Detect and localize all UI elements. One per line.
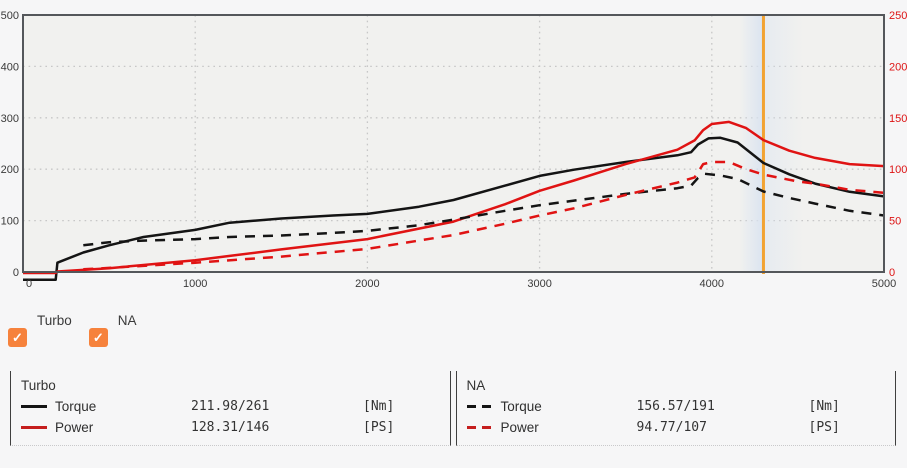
red-dashed-line-icon bbox=[466, 426, 497, 429]
legend-row-turbo-power: Power 128.31/146 [PS] bbox=[21, 417, 450, 438]
checkbox-turbo[interactable]: ✓ Turbo bbox=[8, 313, 72, 347]
series-na-torque bbox=[83, 172, 885, 247]
black-solid-line-icon bbox=[21, 405, 47, 408]
legend-unit: [PS] bbox=[808, 420, 840, 435]
x-tick-label: 5000 bbox=[872, 278, 896, 290]
series-na-power bbox=[83, 160, 885, 271]
legend-section-turbo: Turbo Torque 211.98/261 [Nm] Power 128.3… bbox=[10, 371, 451, 446]
red-solid-line-icon bbox=[21, 426, 47, 429]
legend-value: 211.98/261 bbox=[191, 399, 270, 414]
chart-area: 0 100 200 300 400 500 0 50 100 150 200 250 0 1000 2000… bbox=[0, 0, 907, 300]
legend-value: 156.57/191 bbox=[636, 399, 715, 414]
y-right-tick-label: 100 bbox=[889, 164, 907, 176]
plot-border bbox=[22, 14, 885, 273]
y-left-tick-label: 0 bbox=[13, 267, 19, 279]
legend-title-na: NA bbox=[466, 378, 486, 393]
y-left-tick-label: 400 bbox=[1, 61, 19, 73]
checkbox-na[interactable]: ✓ NA bbox=[88, 313, 137, 347]
checkbox-na-box[interactable]: ✓ bbox=[88, 328, 108, 347]
legend-row-na-torque: Torque 156.57/191 [Nm] bbox=[466, 396, 896, 417]
y-right-tick-label: 0 bbox=[889, 267, 895, 279]
x-tick-label: 2000 bbox=[355, 278, 379, 290]
legend-table: Turbo Torque 211.98/261 [Nm] Power 128.3… bbox=[10, 371, 896, 446]
legend-label: Torque bbox=[500, 399, 542, 414]
x-tick-label: 4000 bbox=[700, 278, 724, 290]
legend-row-turbo-torque: Torque 211.98/261 [Nm] bbox=[21, 396, 450, 417]
legend-title-turbo: Turbo bbox=[21, 378, 56, 393]
legend-label: Power bbox=[500, 420, 539, 435]
legend-label: Power bbox=[55, 420, 94, 435]
series-toggles: ✓ Turbo ✓ NA bbox=[8, 313, 907, 353]
x-tick-label: 0 bbox=[26, 278, 32, 290]
y-left-tick-label: 300 bbox=[1, 113, 19, 125]
legend-unit: [Nm] bbox=[808, 399, 840, 414]
y-left-tick-label: 100 bbox=[1, 216, 19, 228]
legend-unit: [Nm] bbox=[363, 399, 395, 414]
legend-section-na: NA Torque 156.57/191 [Nm] Power 94.77/10… bbox=[455, 371, 896, 446]
cursor-band bbox=[739, 15, 764, 272]
x-tick-label: 3000 bbox=[527, 278, 551, 290]
y-right-tick-label: 200 bbox=[889, 61, 907, 73]
y-right-tick-label: 150 bbox=[889, 113, 907, 125]
legend-unit: [PS] bbox=[363, 420, 395, 435]
y-left-tick-label: 500 bbox=[1, 10, 19, 22]
checkbox-turbo-box[interactable]: ✓ bbox=[8, 328, 27, 347]
series-turbo-power bbox=[23, 120, 885, 275]
checkbox-na-label: NA bbox=[117, 313, 137, 328]
legend-value: 94.77/107 bbox=[636, 420, 707, 435]
x-tick-label: 1000 bbox=[183, 278, 207, 290]
y-right-tick-label: 50 bbox=[889, 216, 901, 228]
legend-value: 128.31/146 bbox=[191, 420, 270, 435]
y-right-tick-label: 250 bbox=[889, 10, 907, 22]
black-dashed-line-icon bbox=[466, 405, 497, 408]
legend-row-na-power: Power 94.77/107 [PS] bbox=[466, 417, 896, 438]
y-left-tick-label: 200 bbox=[1, 164, 19, 176]
checkbox-turbo-label: Turbo bbox=[37, 313, 72, 328]
legend-label: Torque bbox=[55, 399, 97, 414]
